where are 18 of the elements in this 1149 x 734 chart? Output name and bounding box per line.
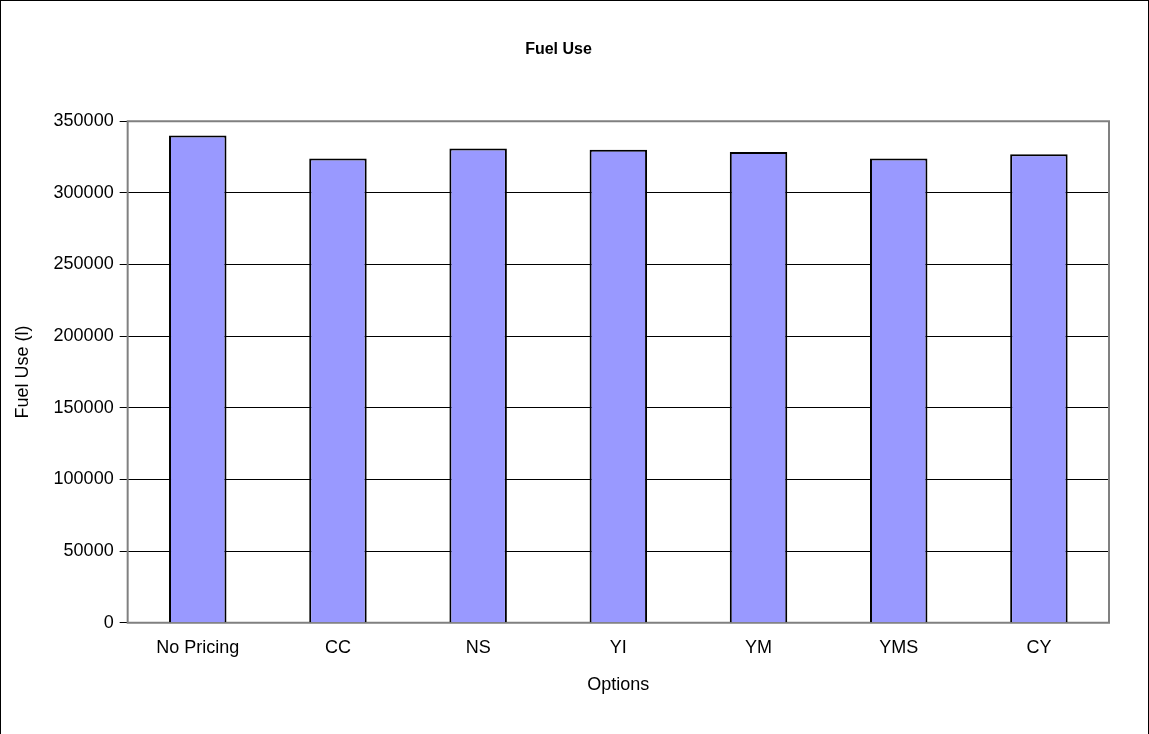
x-tick-label: CC: [324, 636, 351, 657]
x-tick-label: YM: [745, 636, 773, 657]
y-tick-label: 0: [103, 611, 114, 632]
x-axis-title: Options: [587, 674, 650, 695]
y-tick-label: 100000: [53, 468, 114, 489]
y-tick-label: 350000: [53, 110, 114, 131]
y-tick-label: 300000: [53, 181, 114, 202]
y-tick-label: 150000: [53, 396, 114, 417]
x-tick-label: YI: [609, 636, 627, 657]
y-tick-label: 250000: [53, 253, 114, 274]
y-axis-title: Fuel Use (l): [11, 325, 32, 419]
y-tick-label: 200000: [53, 325, 114, 346]
y-tick-label: 50000: [63, 540, 114, 561]
x-tick-label: No Pricing: [156, 636, 240, 657]
chart-title: Fuel Use: [525, 40, 592, 58]
x-tick-label: YMS: [879, 636, 919, 657]
x-tick-label: NS: [465, 636, 491, 657]
x-tick-label: CY: [1026, 636, 1052, 657]
